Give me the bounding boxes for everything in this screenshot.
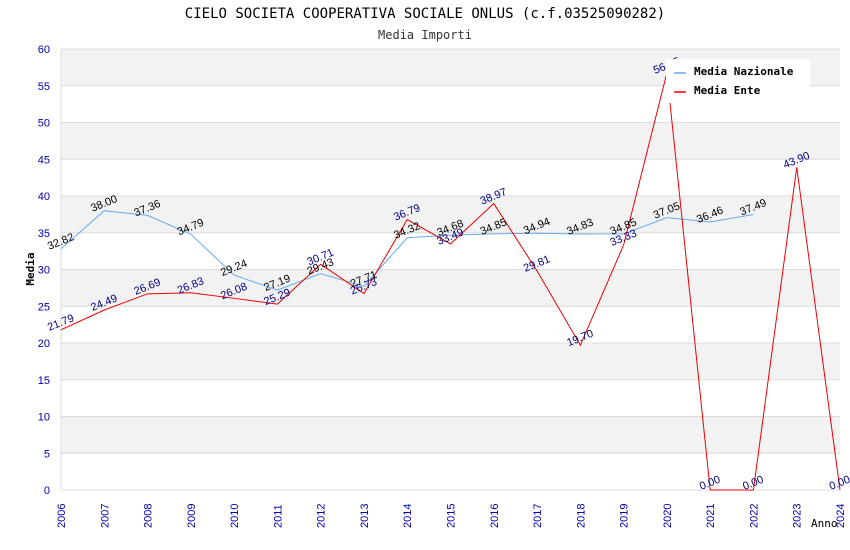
y-axis-label: Media <box>24 252 37 285</box>
y-tick-label: 5 <box>44 448 50 460</box>
x-tick-label: 2007 <box>99 504 111 528</box>
data-label-ente: 0.00 <box>828 474 850 493</box>
y-tick-label: 10 <box>38 412 50 424</box>
x-tick-label: 2012 <box>316 504 328 528</box>
y-tick-label: 40 <box>38 191 50 203</box>
y-tick-label: 15 <box>38 375 50 387</box>
y-tick-label: 55 <box>38 81 50 93</box>
y-tick-label: 25 <box>38 301 50 313</box>
x-tick-label: 2006 <box>56 504 68 528</box>
x-tick-label: 2021 <box>705 504 717 528</box>
x-tick-label: 2010 <box>229 504 241 528</box>
x-tick-label: 2015 <box>446 504 458 528</box>
grid-band <box>61 269 840 307</box>
x-tick-label: 2024 <box>835 504 847 528</box>
x-tick-label: 2009 <box>186 504 198 528</box>
x-tick-label: 2019 <box>619 504 631 528</box>
x-axis-label: Anno <box>811 517 838 530</box>
y-tick-label: 0 <box>44 485 50 497</box>
y-axis-ticks: 0 5 10 15 20 25 30 35 40 45 50 55 60 <box>38 44 50 497</box>
grid-band <box>61 343 840 380</box>
series-lines <box>60 72 841 491</box>
legend-label-nazionale: Media Nazionale <box>694 65 794 78</box>
x-tick-label: 2018 <box>575 504 587 528</box>
x-tick-label: 2017 <box>532 504 544 528</box>
legend-label-ente: Media Ente <box>694 84 761 97</box>
series-line-ente <box>60 72 841 491</box>
y-tick-label: 35 <box>38 228 50 240</box>
x-tick-label: 2014 <box>402 504 414 528</box>
y-tick-label: 20 <box>38 338 50 350</box>
x-tick-label: 2013 <box>359 504 371 528</box>
x-tick-label: 2023 <box>792 504 804 528</box>
x-tick-label: 2016 <box>489 504 501 528</box>
grid-band <box>61 196 840 233</box>
series-line-nazionale <box>60 210 754 291</box>
grid-bands <box>61 49 840 454</box>
x-tick-label: 2008 <box>143 504 155 528</box>
y-tick-label: 30 <box>38 265 50 277</box>
x-tick-label: 2020 <box>662 504 674 528</box>
legend-box <box>666 59 810 103</box>
x-tick-label: 2011 <box>272 504 284 528</box>
chart-title: CIELO SOCIETA COOPERATIVA SOCIALE ONLUS … <box>185 6 665 22</box>
y-tick-label: 60 <box>38 44 50 56</box>
grid-band <box>61 122 840 160</box>
legend: Media Nazionale Media Ente <box>666 59 810 103</box>
y-tick-label: 50 <box>38 118 50 130</box>
y-tick-label: 45 <box>38 154 50 166</box>
x-tick-label: 2022 <box>748 504 760 528</box>
x-axis-ticks: 2006 2007 2008 2009 2010 2011 2012 2013 2014 2015… <box>56 504 847 528</box>
chart-subtitle: Media Importi <box>378 28 472 42</box>
gridlines <box>60 48 840 491</box>
grid-band <box>61 416 840 454</box>
